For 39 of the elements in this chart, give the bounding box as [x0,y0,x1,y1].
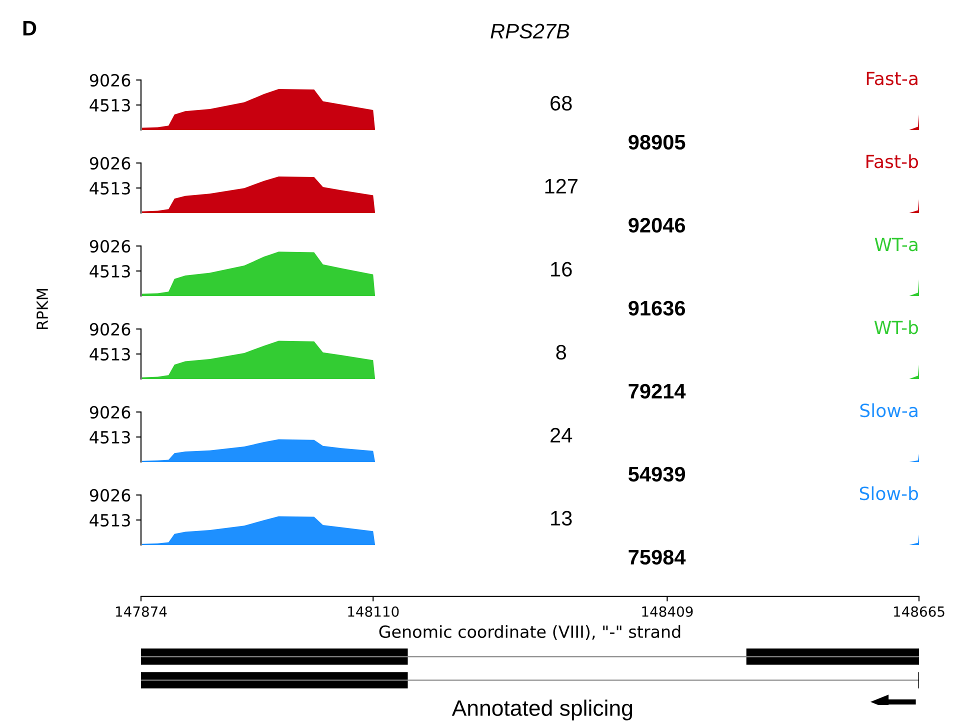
y-tick-label: 9026 [90,488,130,502]
y-tick-label: 4513 [90,182,130,195]
y-tick-label: 9026 [90,74,130,87]
annotation: 24 [550,428,572,442]
y-tick-label: 9026 [90,240,130,253]
annotation: 8 [556,344,566,360]
y-tick-label: 4513 [90,264,130,278]
annotation: 68 [550,96,572,111]
series-label: Slow-b [860,486,918,500]
y-tick-label: 4513 [90,430,130,444]
text: D [23,21,36,36]
series-label: WT-a [874,238,918,252]
text: Slow-a [860,403,918,418]
y-tick-label: 9026 [90,156,130,170]
series-label: Fast-a [866,72,918,86]
y-tick-label: 4513 [90,348,130,361]
y-tick-label: 9026 [90,322,130,336]
text: 92046 [628,218,686,233]
series-label: Fast-b [866,154,918,168]
text: 79214 [628,384,686,399]
text: 75984 [628,550,686,565]
x-axis-title: Genomic coordinate (VIII), "-" strand [379,625,680,640]
annotation: 16 [551,262,572,277]
annotation: 13 [551,510,572,526]
text: 98905 [628,134,686,150]
text: 54939 [628,466,686,482]
annotation: 127 [545,178,578,194]
x-tick-label: 148110 [348,606,399,617]
y-tick-label: 4513 [90,514,130,527]
x-tick-label: 148665 [894,606,944,617]
text: 91636 [628,300,686,316]
x-tick-label: 147874 [116,606,167,617]
series-label: WT-b [874,320,918,334]
y-axis-title: RPKM [36,288,48,330]
chart-title: RPS27B [490,24,570,39]
y-tick-label: 4513 [90,98,130,112]
x-tick-label: 148409 [642,606,693,617]
text: Annotated splicing [452,700,632,720]
y-tick-label: 9026 [90,406,130,419]
